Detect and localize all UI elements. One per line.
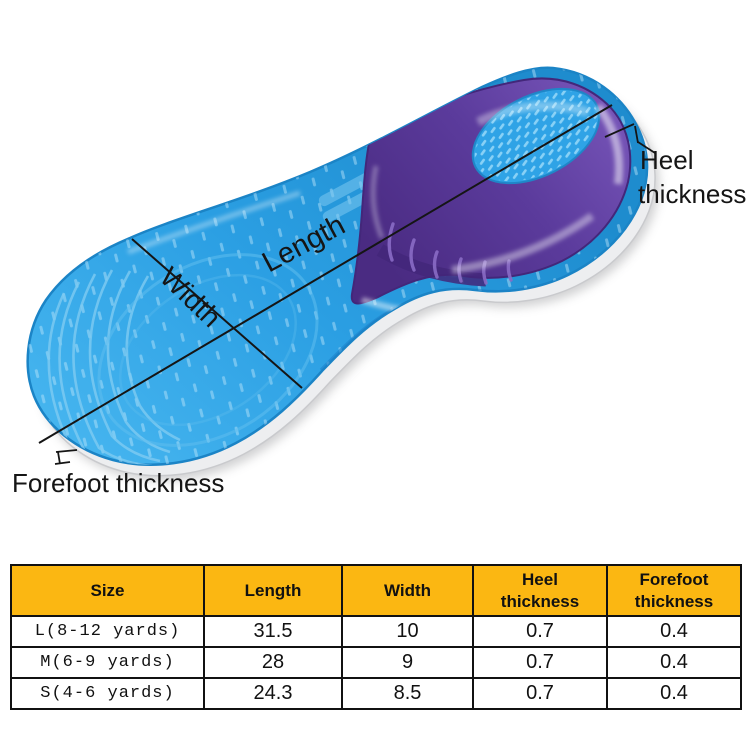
cell-length: 24.3 bbox=[203, 677, 343, 710]
size-chart-table: Size Length Width Heel thickness Forefoo… bbox=[10, 564, 742, 710]
cell-size: S(4-6 yards) bbox=[10, 677, 205, 710]
table-row-size-l: L(8-12 yards) 31.5 10 0.7 0.4 bbox=[10, 615, 742, 648]
forefoot-thickness-ticks bbox=[54, 449, 78, 465]
cell-width: 10 bbox=[341, 615, 474, 648]
toe-gloss bbox=[127, 190, 301, 255]
cell-length: 31.5 bbox=[203, 615, 343, 648]
cell-heel-thickness: 0.7 bbox=[472, 646, 608, 679]
cell-size: L(8-12 yards) bbox=[10, 615, 205, 648]
measurement-annotations bbox=[38, 104, 656, 465]
heel-thickness-label-line1: Heel bbox=[640, 145, 693, 175]
cell-size: M(6-9 yards) bbox=[10, 646, 205, 679]
col-header-size: Size bbox=[10, 564, 205, 617]
cell-width: 8.5 bbox=[341, 677, 474, 710]
col-header-forefoot-thickness: Forefoot thickness bbox=[606, 564, 742, 617]
length-line bbox=[38, 104, 613, 444]
cell-length: 28 bbox=[203, 646, 343, 679]
col-header-width: Width bbox=[341, 564, 474, 617]
heel-thickness-ticks bbox=[604, 123, 656, 154]
heel-gel-insert bbox=[471, 87, 601, 185]
table-row-size-s: S(4-6 yards) 24.3 8.5 0.7 0.4 bbox=[10, 677, 742, 710]
cell-forefoot-thickness: 0.4 bbox=[606, 646, 742, 679]
header-row: Size Length Width Heel thickness Forefoo… bbox=[10, 564, 742, 617]
forefoot-thickness-label: Forefoot thickness bbox=[12, 468, 224, 498]
insole-photo: Length Width Heel thickness Forefoot thi… bbox=[12, 66, 746, 498]
cell-forefoot-thickness: 0.4 bbox=[606, 677, 742, 710]
col-header-length: Length bbox=[203, 564, 343, 617]
cell-width: 9 bbox=[341, 646, 474, 679]
table-row-size-m: M(6-9 yards) 28 9 0.7 0.4 bbox=[10, 646, 742, 679]
width-line bbox=[131, 238, 303, 389]
cell-heel-thickness: 0.7 bbox=[472, 615, 608, 648]
cell-heel-thickness: 0.7 bbox=[472, 677, 608, 710]
col-header-heel-thickness: Heel thickness bbox=[472, 564, 608, 617]
cell-forefoot-thickness: 0.4 bbox=[606, 615, 742, 648]
heel-thickness-label-line2: thickness bbox=[638, 179, 746, 209]
